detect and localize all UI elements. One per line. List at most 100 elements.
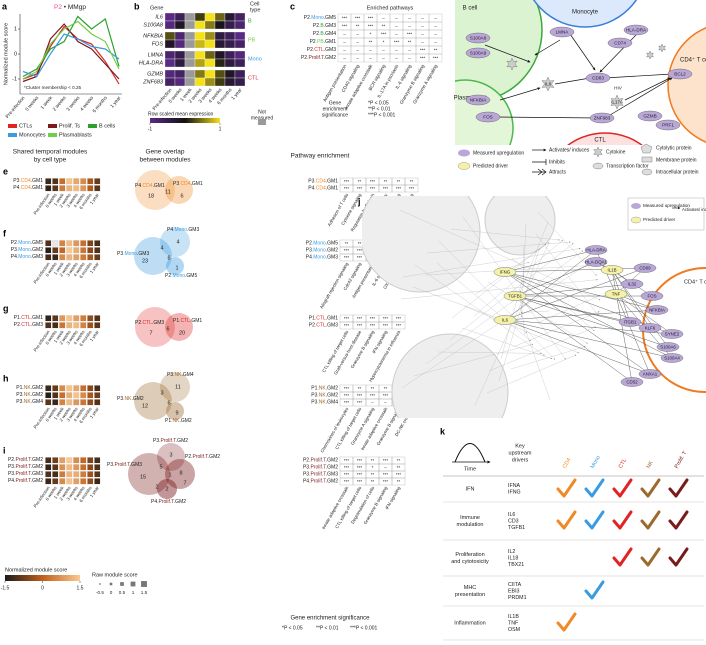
label: Raw module score: [92, 572, 138, 578]
significance-cell: ***: [383, 472, 388, 477]
gene-label: NFKBIA: [143, 33, 163, 39]
row-category: presentation: [455, 592, 485, 598]
legend-swatch: [458, 149, 470, 157]
network-edge: [615, 293, 673, 335]
score-cell: [45, 247, 51, 253]
significance-cell: –: [382, 16, 385, 21]
score-cell: [80, 464, 86, 470]
score-cell: [73, 240, 79, 246]
score-cell: [73, 315, 79, 321]
significance-cell: **: [384, 179, 388, 184]
module-label: P3.NK.GM4: [167, 372, 194, 378]
venn-count: 6: [167, 400, 170, 406]
significance-cell: –: [408, 48, 411, 53]
legend-label: Attracts: [549, 169, 566, 175]
column-header: Mono: [590, 455, 602, 470]
score-cell: [59, 392, 65, 398]
significance-cell: *: [372, 465, 374, 470]
module-label: P2.Prolif.T.GM2: [185, 454, 220, 460]
significance-cell: **: [345, 241, 349, 246]
module-label: P3.CD4.GM1: [173, 181, 203, 187]
network-edge: [504, 267, 646, 273]
significance-cell: **: [384, 386, 388, 391]
network-edge: [514, 295, 633, 383]
legend-swatch: [48, 133, 57, 137]
module-label: P2.Mono.GM5: [304, 15, 336, 21]
significance-cell: ***: [383, 316, 388, 321]
gene-label: GZMB: [147, 71, 163, 77]
significance-cell: –: [384, 465, 387, 470]
gene-node: [640, 291, 664, 301]
row-category: IFN: [466, 486, 475, 492]
module-label: P4.CD4.GM1: [308, 186, 338, 192]
score-cell: [52, 322, 58, 328]
score-cell: [87, 240, 93, 246]
colorbar: [5, 575, 80, 581]
significance-cell: ***: [344, 400, 349, 405]
driver-label: IL6: [508, 512, 515, 518]
significance-cell: ***: [420, 48, 426, 53]
label: enrichment: [323, 106, 348, 112]
significance-cell: –: [408, 56, 411, 61]
driver-label: IFNG: [508, 490, 521, 496]
driver-label: IFNA: [508, 483, 521, 489]
label: Gene: [329, 100, 341, 106]
gene-label: IL1B: [607, 268, 616, 273]
size-key: [109, 582, 113, 586]
heat-cell: [164, 50, 176, 60]
checkmark: [640, 478, 661, 498]
significance-cell: ***: [370, 186, 375, 191]
significance-cell: **: [397, 465, 401, 470]
module-label: P4.CD4.GM1: [13, 185, 43, 191]
significance-cell: **: [408, 40, 412, 45]
legend-label: Measured upregulation: [643, 203, 690, 208]
heat-cell: [174, 77, 186, 87]
cytokine-icon: [506, 57, 518, 71]
label: Key: [515, 443, 525, 449]
score-cell: [66, 247, 72, 253]
score-cell: [87, 464, 93, 470]
gene-node: [465, 47, 491, 59]
panel-letter: f: [3, 228, 7, 238]
size-key-label: -0.5: [96, 590, 104, 595]
heat-cell: [184, 20, 196, 30]
cell-label: CTL: [594, 138, 606, 144]
driver-label: CIITA: [508, 582, 522, 588]
annotation: *Cluster membership < 0.25: [24, 85, 82, 90]
module-label: P4.Mono.GM3: [167, 227, 199, 233]
gene-label: CD74: [614, 41, 626, 46]
legend-label: Predicted driver: [473, 163, 508, 169]
score-cell: [66, 322, 72, 328]
legend-label: Prolif. Ts: [59, 123, 80, 129]
significance-cell: –: [356, 56, 359, 61]
network-edge: [514, 261, 597, 297]
significance-cell: **: [358, 241, 362, 246]
module-label: P3.Mono.GM2: [11, 247, 43, 253]
gene-node: [655, 119, 681, 131]
score-cell: [73, 322, 79, 328]
venn-set: [157, 443, 185, 471]
x-tick-label: 1 year: [230, 87, 243, 101]
score-cell: [52, 385, 58, 391]
panel-letter: c: [290, 1, 295, 11]
module-label: P3.Prolif.T.GM2: [153, 438, 188, 444]
score-cell: [87, 478, 93, 484]
checkmark: [640, 547, 661, 567]
significance-cell: ***: [396, 316, 401, 321]
score-cell: [73, 254, 79, 260]
significance-cell: ***: [368, 24, 374, 29]
column-header: CTL: [618, 458, 628, 470]
row-category: Inflammation: [454, 620, 486, 626]
heat-cell: [204, 50, 216, 60]
score-cell: [45, 254, 51, 260]
score-cell: [52, 464, 58, 470]
score-cell: [87, 399, 93, 405]
label: Time: [464, 466, 476, 472]
heat-cell: [224, 69, 236, 79]
significance-cell: –: [343, 48, 346, 53]
significance-cell: ***: [383, 458, 388, 463]
background-edge: [536, 295, 601, 324]
cell-region: [484, 196, 556, 256]
section-header: between modules: [140, 157, 192, 164]
heat-cell: [234, 58, 246, 68]
